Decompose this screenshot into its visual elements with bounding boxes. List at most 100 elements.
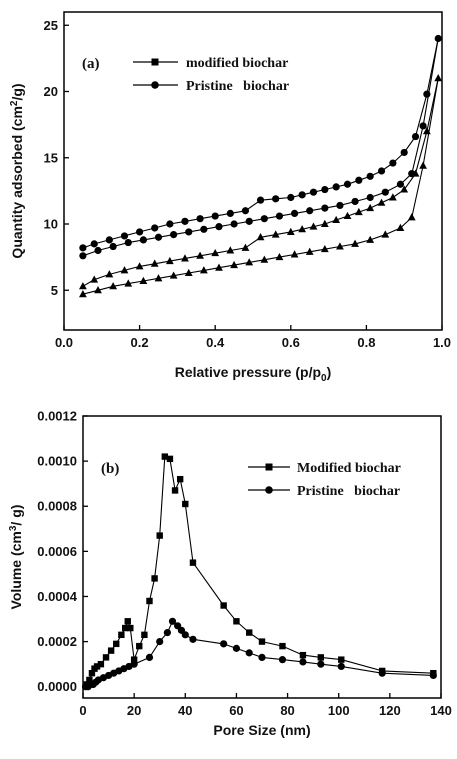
data-point-b-0 <box>136 642 143 650</box>
data-point-a-0 <box>79 290 87 298</box>
data-point-a-1 <box>389 159 397 167</box>
x-tick-label-a: 0.6 <box>282 335 300 350</box>
data-point-b-1 <box>130 660 138 668</box>
data-point-b-0 <box>156 532 163 539</box>
data-point-a-0 <box>366 203 375 212</box>
data-point-a-1 <box>377 167 386 175</box>
data-point-b-1 <box>220 640 228 648</box>
data-point-a-1 <box>79 244 87 252</box>
y-tick-label-b: 0.0006 <box>37 544 77 559</box>
data-point-a-1 <box>309 188 318 196</box>
axes-a: 0.0 0.2 0.4 0.6 0.8 1.0 5 10 15 20 25 <box>44 18 452 350</box>
data-point-b-1 <box>189 635 197 643</box>
data-point-a-1 <box>423 90 431 98</box>
y-tick-label-a: 15 <box>44 150 58 165</box>
data-point-a-1 <box>181 217 189 225</box>
data-point-b-0 <box>166 455 174 463</box>
legend-item-b-0: Modified biochar <box>248 461 401 476</box>
data-point-a-1 <box>321 204 329 212</box>
x-tick-label-b: 40 <box>178 703 192 718</box>
x-tick-label-b: 80 <box>280 703 294 718</box>
data-point-a-0 <box>286 227 295 235</box>
data-point-b-1 <box>378 669 386 677</box>
series-markers-b <box>81 453 437 691</box>
data-point-b-0 <box>121 624 129 632</box>
data-point-a-0 <box>336 242 344 250</box>
y-tick-label-b: 0.0010 <box>37 454 77 469</box>
series-line-b-1 <box>85 620 434 688</box>
legend-label-b-0: Modified biochar <box>297 461 401 476</box>
data-point-a-1 <box>241 207 250 215</box>
data-point-b-1 <box>145 653 154 661</box>
y-tick-label-a: 20 <box>44 84 58 99</box>
data-point-a-1 <box>351 197 359 206</box>
data-point-a-1 <box>230 220 238 228</box>
y-tick-label-b: 0.0002 <box>37 634 77 649</box>
y-axis-label-a-end: /g) <box>9 83 25 100</box>
data-point-a-0 <box>256 233 265 241</box>
data-point-a-0 <box>422 127 431 135</box>
x-tick-label-b: 120 <box>379 703 401 718</box>
data-point-a-1 <box>211 212 219 220</box>
data-point-a-0 <box>181 254 189 262</box>
data-point-b-0 <box>124 618 131 625</box>
data-point-a-0 <box>139 276 148 284</box>
data-point-b-0 <box>258 638 266 645</box>
data-point-a-0 <box>120 266 129 274</box>
x-axis-label-a-main: Relative pressure (p/p <box>175 364 321 380</box>
data-point-a-0 <box>354 207 363 216</box>
data-point-b-0 <box>97 660 105 668</box>
data-point-a-1 <box>336 201 344 210</box>
data-point-a-0 <box>199 266 208 274</box>
panel-label-b: (b) <box>101 461 119 477</box>
data-point-b-1 <box>429 671 437 680</box>
data-point-a-0 <box>165 256 174 265</box>
data-point-b-0 <box>182 500 189 508</box>
legend-a: modified biochar Pristine biochar <box>133 56 289 94</box>
x-tick-label-a: 0.0 <box>55 335 73 350</box>
data-point-b-0 <box>161 453 169 460</box>
legend-marker-a-1 <box>151 81 159 89</box>
data-point-a-0 <box>150 259 159 267</box>
data-point-a-0 <box>79 282 87 290</box>
data-point-b-0 <box>88 669 96 677</box>
data-point-b-0 <box>246 629 253 636</box>
plot-frame-b <box>82 415 442 699</box>
data-point-a-0 <box>309 222 318 230</box>
data-point-b-0 <box>176 475 184 483</box>
data-point-a-1 <box>298 191 306 199</box>
data-point-a-1 <box>332 183 340 191</box>
data-point-a-1 <box>215 223 223 231</box>
data-point-a-1 <box>79 252 87 260</box>
legend-marker-b-1 <box>265 486 273 494</box>
data-point-a-0 <box>105 270 114 278</box>
data-point-a-0 <box>434 74 443 82</box>
y-tick-label-b: 0.0004 <box>37 589 78 604</box>
data-point-a-0 <box>400 185 409 193</box>
data-point-b-1 <box>317 660 325 668</box>
data-point-a-0 <box>184 268 193 277</box>
data-point-b-1 <box>168 617 177 625</box>
data-point-a-1 <box>419 122 427 130</box>
data-point-a-0 <box>169 271 178 279</box>
data-point-b-1 <box>245 649 253 657</box>
legend-marker-b-0 <box>265 463 273 471</box>
legend-label-a-0: modified biochar <box>186 56 288 71</box>
data-point-a-0 <box>290 250 299 258</box>
data-point-b-1 <box>181 631 189 639</box>
data-point-a-1 <box>411 132 420 141</box>
data-point-a-0 <box>271 230 280 238</box>
data-point-b-0 <box>107 647 115 654</box>
plot-frame-a <box>63 11 443 331</box>
data-point-b-0 <box>299 651 307 659</box>
x-tick-label-a: 0.2 <box>131 335 149 350</box>
y-tick-label-b: 0.0012 <box>37 409 77 424</box>
data-point-a-1 <box>136 228 144 236</box>
data-point-a-0 <box>260 255 269 263</box>
data-point-a-1 <box>154 233 163 241</box>
data-point-a-0 <box>305 247 314 255</box>
data-point-a-1 <box>94 246 102 255</box>
data-point-a-0 <box>245 258 254 266</box>
